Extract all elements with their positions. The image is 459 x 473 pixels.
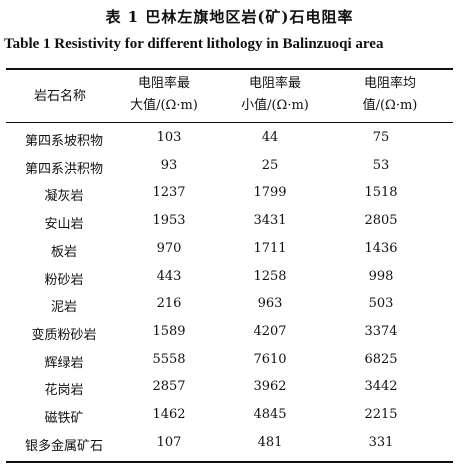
rock-name-cell: 变质粉砂岩 [31,327,97,343]
header-max-line2: 大值/(Ω·m) [130,98,198,113]
max-value-cell: 1237 [152,185,186,201]
table-row: 第四系坡积物 103 44 75 [0,126,459,149]
header-min-line2: 小值/(Ω·m) [241,98,309,113]
avg-value-cell: 331 [368,434,394,450]
min-value-cell: 3431 [253,213,287,229]
max-value-cell: 970 [156,240,182,256]
avg-value-cell: 6825 [364,351,398,367]
max-value-cell: 1953 [152,213,186,229]
avg-value-cell: 53 [372,157,390,173]
header-rock-name: 岩石名称 [33,89,86,104]
table-row: 粉砂岩 443 1258 998 [0,265,459,288]
table-row: 板岩 970 1711 1436 [0,237,459,260]
header-avg-line1: 电阻率均 [363,76,416,91]
rock-name-cell: 凝灰岩 [44,189,84,205]
max-value-cell: 103 [156,130,182,145]
avg-value-cell: 3442 [364,379,398,395]
avg-value-cell: 998 [368,268,394,284]
max-value-cell: 107 [156,434,182,450]
max-value-cell: 1589 [152,323,186,339]
max-value-cell: 216 [156,296,182,312]
max-value-cell: 1462 [152,407,186,422]
table-row: 辉绿岩 5558 7610 6825 [0,348,459,371]
min-value-cell: 481 [257,434,283,450]
rock-name-cell: 银多金属矿石 [24,438,103,454]
avg-value-cell: 1436 [364,240,398,256]
rock-name-cell: 第四系坡积物 [24,134,103,149]
header-min-line1: 电阻率最 [248,76,301,91]
avg-value-cell: 2805 [364,213,398,229]
rock-name-cell: 第四系洪积物 [24,161,103,177]
header-max-resistivity: 电阻率最 大值/(Ω·m) [114,73,214,117]
avg-value-cell: 3374 [364,323,398,339]
min-value-cell: 963 [257,296,283,312]
avg-value-cell: 1518 [364,185,398,201]
avg-value-cell: 2215 [364,407,398,422]
min-value-cell: 1799 [253,185,287,201]
avg-value-cell: 503 [368,296,394,312]
min-value-cell: 4207 [253,323,287,339]
rock-name-cell: 粉砂岩 [44,272,84,288]
header-max-line1: 电阻率最 [137,76,190,91]
rock-name-cell: 磁铁矿 [44,411,84,426]
max-value-cell: 93 [160,157,178,173]
table-row: 凝灰岩 1237 1799 1518 [0,181,459,204]
min-value-cell: 25 [261,157,279,173]
header-avg-resistivity: 电阻率均 值/(Ω·m) [330,73,450,117]
rock-name-cell: 辉绿岩 [44,355,84,371]
min-value-cell: 4845 [253,407,287,422]
rock-name-cell: 泥岩 [50,300,77,316]
table-header-rule [6,122,453,123]
header-min-resistivity: 电阻率最 小值/(Ω·m) [220,73,330,117]
table-row: 安山岩 1953 3431 2805 [0,209,459,232]
max-value-cell: 5558 [152,351,186,367]
table-row: 银多金属矿石 107 481 331 [0,431,459,454]
min-value-cell: 1258 [253,268,287,284]
max-value-cell: 443 [156,268,182,284]
header-avg-line2: 值/(Ω·m) [362,98,418,113]
max-value-cell: 2857 [152,379,186,395]
table-bottom-rule [6,461,453,463]
table-title-english: Table 1 Resistivity for different lithol… [4,36,384,52]
table-row: 泥岩 216 963 503 [0,292,459,315]
min-value-cell: 44 [261,130,279,145]
rock-name-cell: 花岗岩 [44,383,84,399]
min-value-cell: 7610 [253,351,287,367]
min-value-cell: 3962 [253,379,287,395]
table-row: 磁铁矿 1462 4845 2215 [0,403,459,426]
rock-name-cell: 安山岩 [44,217,84,233]
min-value-cell: 1711 [253,240,287,256]
table-top-rule [6,68,453,70]
table-row: 第四系洪积物 93 25 53 [0,154,459,177]
avg-value-cell: 75 [372,130,390,145]
table-title-chinese: 表 1 巴林左旗地区岩(矿)石电阻率 [105,8,354,26]
table-row: 花岗岩 2857 3962 3442 [0,375,459,398]
rock-name-cell: 板岩 [50,244,77,260]
table-row: 变质粉砂岩 1589 4207 3374 [0,320,459,343]
